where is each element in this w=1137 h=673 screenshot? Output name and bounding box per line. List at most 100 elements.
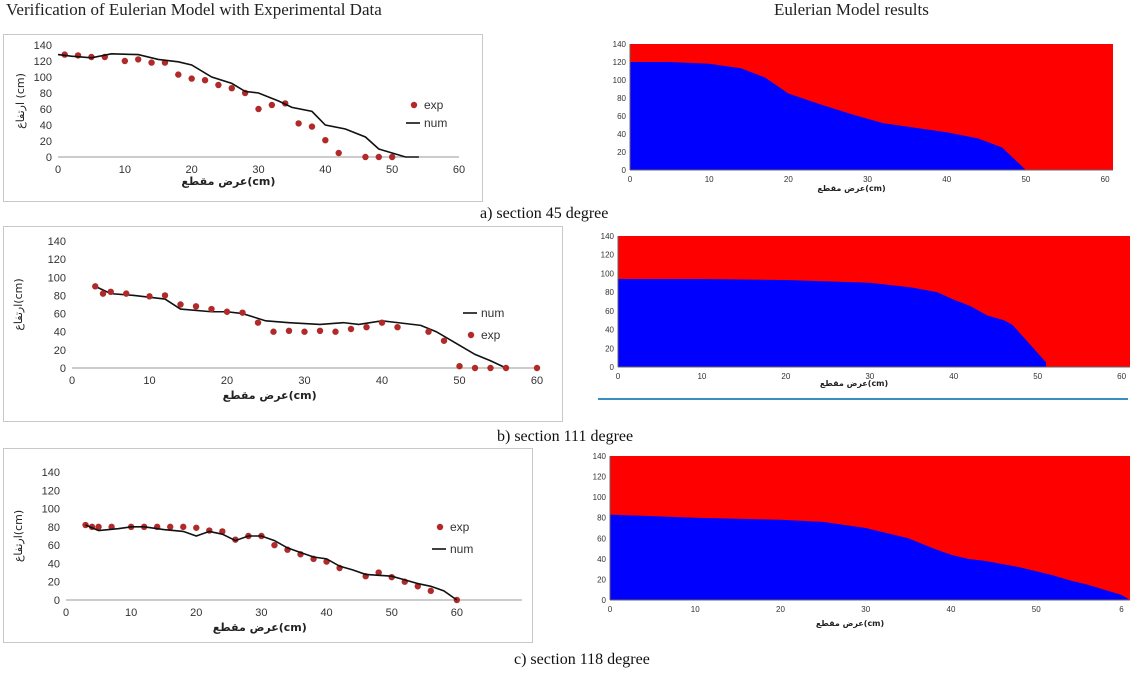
y-tick-label: 100 — [601, 269, 615, 278]
y-tick-label: 80 — [617, 94, 626, 103]
x-tick-label: 30 — [863, 175, 872, 184]
data-point-exp — [295, 120, 302, 127]
data-point-exp — [335, 149, 342, 157]
data-point-exp — [394, 323, 401, 331]
data-point-exp — [192, 303, 200, 310]
x-tick-label: 40 — [949, 372, 958, 381]
data-point-exp — [301, 328, 308, 335]
y-tick-label: 80 — [597, 514, 606, 523]
y-tick-label: 20 — [54, 345, 66, 357]
x-axis-label: عرض مقطع(cm) — [223, 389, 317, 402]
data-point-exp — [440, 337, 448, 344]
data-point-exp — [363, 323, 370, 331]
x-tick-label: 10 — [691, 605, 700, 614]
water-region — [610, 514, 1130, 600]
y-tick-label: 100 — [42, 504, 60, 516]
data-point-exp — [148, 59, 155, 66]
x-tick-label: 0 — [628, 175, 633, 184]
y-tick-label: 0 — [622, 166, 627, 175]
data-point-exp — [254, 319, 262, 326]
sim-a-panel: 0 20 40 60 80 100 120 140 0 10 20 30 40 50 60 عرض مقطع(… — [604, 38, 1127, 200]
y-tick-label: 140 — [613, 40, 627, 49]
sim-c-chart: 0 20 40 60 80 100 120 140 0 10 20 30 40 50 6 عرض مقطع(c… — [593, 452, 1130, 629]
x-tick-label: 40 — [320, 607, 332, 619]
data-point-exp — [123, 290, 130, 297]
x-tick-label: 50 — [1033, 372, 1042, 381]
data-point-exp — [92, 283, 99, 290]
data-point-exp — [188, 75, 195, 82]
data-point-exp — [180, 523, 187, 531]
y-tick-label: 60 — [597, 534, 606, 543]
caption-a: a) section 45 degree — [480, 205, 609, 222]
data-point-exp — [533, 364, 541, 372]
legend-label: num — [424, 116, 447, 130]
water-region — [630, 62, 1026, 170]
x-tick-label: 0 — [69, 375, 75, 387]
data-point-exp — [228, 85, 235, 92]
legend-point-marker — [467, 331, 475, 339]
x-tick-label: 30 — [861, 605, 870, 614]
data-point-exp — [332, 328, 339, 335]
data-point-exp — [255, 105, 262, 113]
data-point-exp — [378, 319, 386, 326]
x-tick-label: 30 — [865, 372, 874, 381]
data-point-exp — [161, 292, 169, 299]
data-point-exp — [375, 569, 382, 576]
y-tick-label: 20 — [605, 344, 614, 353]
x-tick-label: 50 — [1021, 175, 1030, 184]
y-axis-label: ارتفاع(cm) — [12, 510, 25, 562]
data-point-exp — [99, 290, 107, 297]
x-tick-label: 50 — [1032, 605, 1041, 614]
y-tick-label: 0 — [610, 363, 615, 372]
y-tick-label: 120 — [593, 473, 607, 482]
x-tick-label: 40 — [942, 175, 951, 184]
y-tick-label: 100 — [613, 76, 627, 85]
data-point-exp — [271, 541, 278, 549]
data-point-exp — [121, 57, 129, 65]
data-point-exp — [232, 536, 239, 543]
data-point-exp — [388, 153, 396, 161]
chart-a-exp-num: 0 20 40 60 80 100 120 140 0 10 20 30 40 50 60 عرض مقطع(… — [14, 40, 465, 188]
y-tick-label: 20 — [617, 148, 626, 157]
series-line-num — [57, 52, 419, 158]
x-tick-label: 10 — [125, 607, 137, 619]
legend-point-marker — [410, 101, 418, 109]
y-tick-label: 0 — [60, 363, 66, 375]
data-point-exp — [208, 305, 215, 313]
x-tick-label: 0 — [55, 164, 61, 176]
x-axis-label: عرض مقطع(cm) — [817, 184, 885, 194]
x-tick-label: 50 — [386, 164, 398, 176]
x-tick-label: 0 — [616, 372, 621, 381]
y-tick-label: 140 — [42, 467, 60, 479]
data-point-exp — [375, 153, 382, 161]
x-tick-label: 60 — [531, 375, 543, 387]
x-tick-label: 60 — [453, 164, 465, 176]
x-axis-label: عرض مقطع(cm) — [816, 619, 884, 629]
x-axis-label: عرض مقطع(cm) — [213, 621, 307, 634]
y-tick-label: 120 — [48, 254, 66, 266]
y-tick-label: 80 — [48, 522, 60, 534]
y-tick-label: 80 — [605, 288, 614, 297]
data-point-exp — [193, 524, 200, 531]
x-tick-label: 10 — [697, 372, 706, 381]
data-point-exp — [502, 364, 510, 372]
x-tick-label: 10 — [119, 164, 131, 176]
data-point-exp — [270, 328, 277, 335]
data-point-exp — [177, 301, 184, 308]
data-point-exp — [347, 325, 355, 333]
y-tick-label: 120 — [613, 58, 627, 67]
y-tick-label: 80 — [40, 88, 52, 100]
legend-point-marker — [436, 523, 444, 531]
data-point-exp — [167, 523, 174, 531]
x-tick-label: 60 — [451, 607, 463, 619]
y-tick-label: 120 — [601, 251, 615, 260]
data-point-exp — [322, 137, 329, 144]
y-tick-label: 40 — [597, 555, 606, 564]
x-tick-label: 40 — [319, 164, 331, 176]
data-point-exp — [135, 56, 142, 63]
legend-label: num — [481, 306, 504, 320]
x-tick-label: 20 — [221, 375, 233, 387]
y-tick-label: 60 — [617, 112, 626, 121]
x-tick-label: 10 — [705, 175, 714, 184]
data-point-exp — [146, 293, 153, 300]
